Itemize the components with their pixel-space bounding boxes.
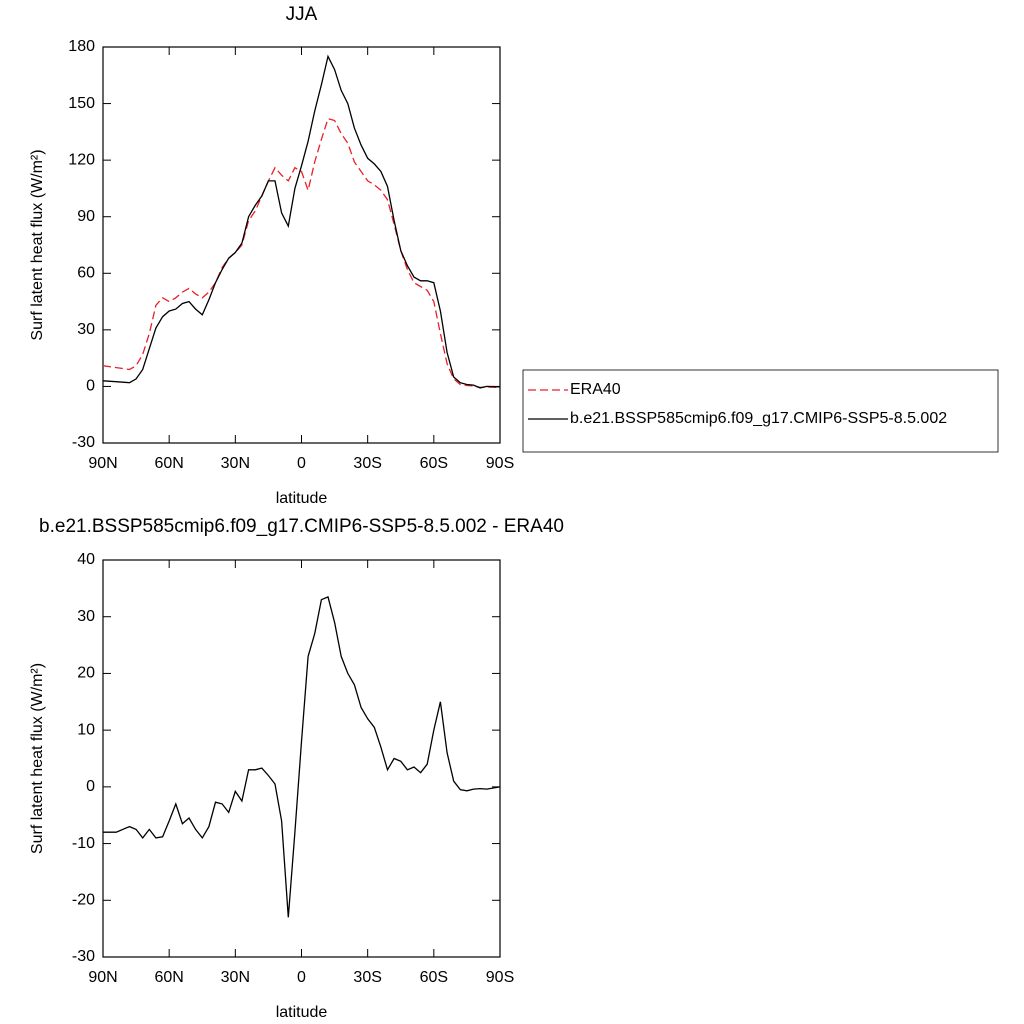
data-line [103,596,501,918]
legend-label: ERA40 [570,381,621,398]
x-tick-label: 0 [297,455,306,472]
y-tick-label: -10 [72,835,95,852]
legend-label: b.e21.BSSP585cmip6.f09_g17.CMIP6-SSP5-8.… [570,410,947,427]
y-tick-label: 30 [77,608,95,625]
plot-frame [102,46,501,444]
data-line [102,54,501,389]
chart-title: JJA [286,4,318,25]
y-axis-label: Surf latent heat flux (W/m²) [29,663,46,854]
x-axis-label: latitude [276,490,328,507]
y-tick-label: 150 [68,95,95,112]
y-tick-label: 30 [77,321,95,338]
x-tick-label: 90S [486,455,514,472]
x-tick-label: 60S [420,969,448,986]
x-axis-label: latitude [276,1004,328,1021]
y-tick-label: 0 [86,378,95,395]
y-tick-label: -30 [72,948,95,965]
x-tick-label: 0 [297,969,306,986]
y-axis-label: Surf latent heat flux (W/m²) [29,149,46,340]
legend-box [522,369,999,453]
x-tick-label: 90N [88,969,117,986]
x-tick-label: 90S [486,969,514,986]
y-tick-label: 40 [77,551,95,568]
y-tick-label: 120 [68,151,95,168]
y-tick-label: 0 [86,778,95,795]
plot-frame [102,559,501,958]
x-tick-label: 30S [353,455,381,472]
y-tick-label: -20 [72,892,95,909]
x-tick-label: 30N [221,969,250,986]
x-tick-label: 30N [221,455,250,472]
y-tick-label: -30 [72,434,95,451]
y-tick-label: 60 [77,265,95,282]
y-tick-label: 180 [68,38,95,55]
y-tick-label: 10 [77,721,95,738]
x-tick-label: 60N [154,455,183,472]
y-tick-label: 20 [77,665,95,682]
x-tick-label: 90N [88,455,117,472]
y-tick-label: 90 [77,208,95,225]
x-tick-label: 30S [353,969,381,986]
data-line [102,117,501,389]
x-tick-label: 60S [420,455,448,472]
x-tick-label: 60N [154,969,183,986]
chart-title: b.e21.BSSP585cmip6.f09_g17.CMIP6-SSP5-8.… [39,516,564,537]
